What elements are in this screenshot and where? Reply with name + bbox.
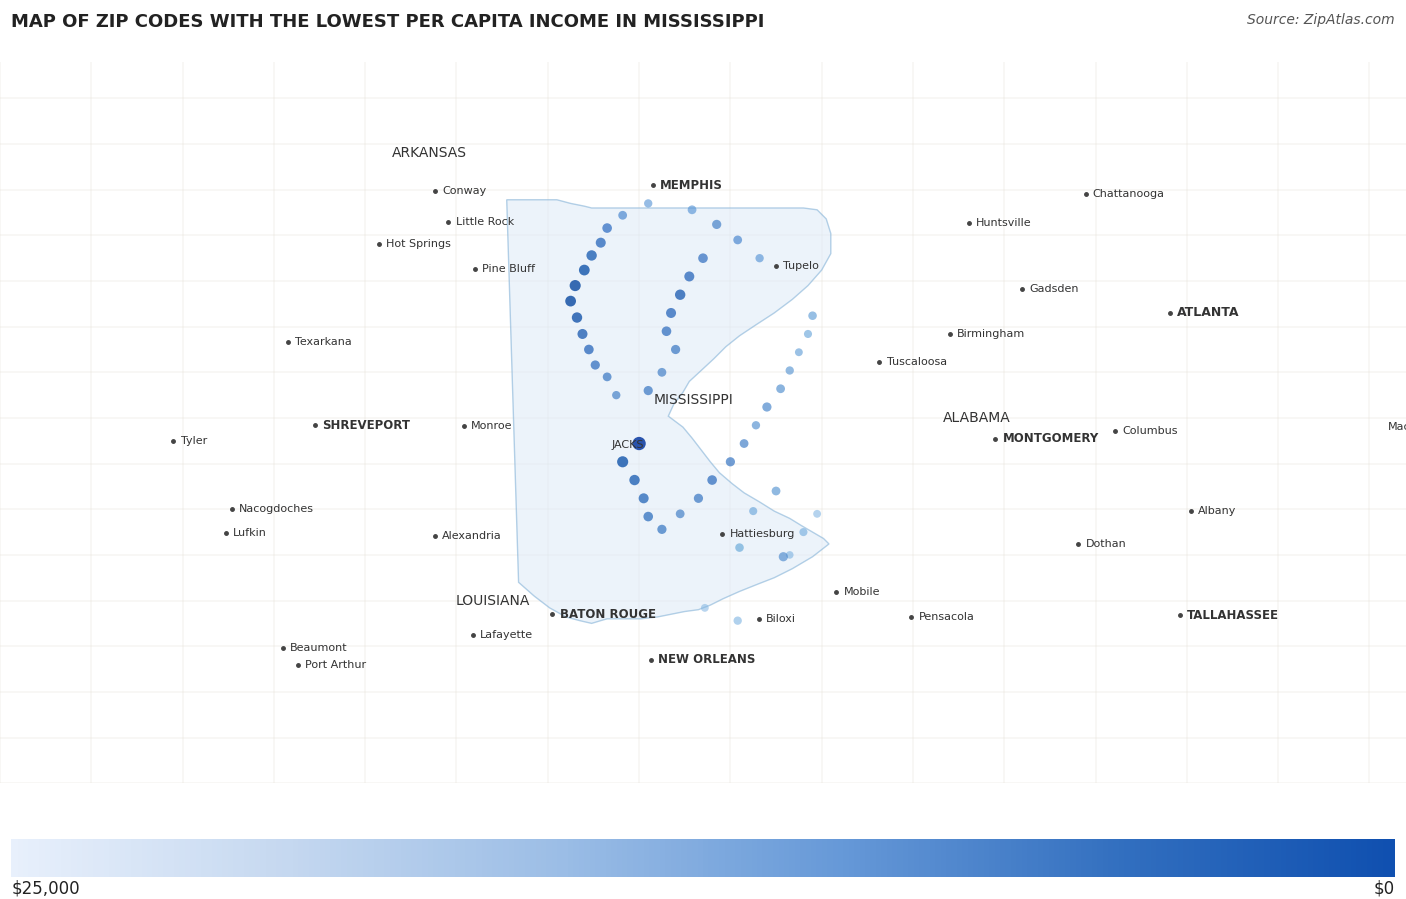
Point: [688, 491, 710, 505]
Point: [706, 218, 728, 232]
Text: Tyler: Tyler: [181, 436, 207, 446]
Point: [779, 363, 801, 378]
Point: [693, 601, 716, 615]
Point: [659, 306, 682, 320]
Text: Port Arthur: Port Arthur: [305, 661, 366, 671]
Text: Texarkana: Texarkana: [295, 337, 352, 347]
Text: Nacogdoches: Nacogdoches: [239, 504, 314, 514]
Text: Gadsden: Gadsden: [1029, 284, 1078, 294]
Text: Pine Bluff: Pine Bluff: [482, 264, 536, 274]
Text: Tupelo: Tupelo: [783, 262, 820, 271]
Point: [637, 383, 659, 397]
Point: [623, 473, 645, 487]
Point: [728, 540, 751, 555]
Text: Beaumont: Beaumont: [290, 643, 347, 653]
Point: [769, 381, 792, 396]
Point: [655, 324, 678, 338]
Point: [605, 388, 627, 403]
Point: [669, 288, 692, 302]
Point: [779, 547, 801, 562]
Point: [787, 345, 810, 360]
Text: MEMPHIS: MEMPHIS: [659, 179, 723, 191]
Point: [583, 358, 606, 372]
Text: Hot Springs: Hot Springs: [387, 239, 451, 250]
Text: Lafayette: Lafayette: [481, 630, 533, 640]
Text: Biloxi: Biloxi: [766, 614, 796, 624]
Point: [637, 196, 659, 210]
Point: [651, 522, 673, 537]
Point: [589, 236, 612, 250]
Text: Mac: Mac: [1388, 423, 1406, 432]
Text: Pensacola: Pensacola: [918, 612, 974, 622]
Point: [571, 326, 593, 341]
Point: [574, 263, 596, 277]
Point: [628, 436, 651, 450]
Point: [665, 343, 688, 357]
Point: [612, 455, 634, 469]
Text: Huntsville: Huntsville: [976, 218, 1032, 228]
Text: Chattanooga: Chattanooga: [1092, 190, 1164, 200]
Point: [765, 484, 787, 498]
Text: Alexandria: Alexandria: [441, 530, 502, 540]
Point: [678, 270, 700, 284]
Point: [578, 343, 600, 357]
Point: [727, 613, 749, 628]
Point: [564, 279, 586, 293]
Point: [596, 221, 619, 236]
Point: [772, 549, 794, 564]
Text: Albany: Albany: [1198, 506, 1236, 516]
Point: [560, 294, 582, 308]
Point: [733, 436, 755, 450]
Point: [681, 202, 703, 217]
Text: Hattiesburg: Hattiesburg: [730, 529, 794, 539]
Text: MONTGOMERY: MONTGOMERY: [1002, 432, 1098, 446]
Point: [792, 525, 814, 539]
Text: ARKANSAS: ARKANSAS: [392, 147, 467, 160]
Text: Little Rock: Little Rock: [456, 217, 513, 227]
Text: MAP OF ZIP CODES WITH THE LOWEST PER CAPITA INCOME IN MISSISSIPPI: MAP OF ZIP CODES WITH THE LOWEST PER CAP…: [11, 13, 765, 31]
Text: Birmingham: Birmingham: [957, 329, 1025, 339]
Point: [651, 365, 673, 379]
Point: [806, 507, 828, 521]
Point: [612, 208, 634, 222]
Point: [797, 326, 820, 341]
Point: [596, 369, 619, 384]
Text: BATON ROUGE: BATON ROUGE: [560, 608, 655, 620]
Text: MISSISSIPPI: MISSISSIPPI: [654, 393, 734, 406]
Polygon shape: [506, 200, 831, 623]
Point: [637, 510, 659, 524]
Text: Columbus: Columbus: [1122, 426, 1178, 436]
Text: ATLANTA: ATLANTA: [1177, 307, 1239, 319]
Text: Tuscaloosa: Tuscaloosa: [887, 357, 946, 368]
Point: [669, 507, 692, 521]
Point: [700, 473, 723, 487]
Text: NEW ORLEANS: NEW ORLEANS: [658, 654, 755, 666]
Text: LOUISIANA: LOUISIANA: [456, 593, 530, 608]
Text: Lufkin: Lufkin: [233, 528, 267, 538]
Point: [581, 248, 603, 263]
Point: [755, 400, 778, 414]
Text: $25,000: $25,000: [11, 879, 80, 897]
Point: [633, 491, 655, 505]
Text: TALLAHASSEE: TALLAHASSEE: [1187, 609, 1279, 622]
Text: Source: ZipAtlas.com: Source: ZipAtlas.com: [1247, 13, 1395, 27]
Text: JACKS: JACKS: [612, 441, 644, 450]
Point: [801, 308, 824, 323]
Point: [745, 418, 768, 432]
Text: SHREVEPORT: SHREVEPORT: [322, 419, 411, 432]
Point: [727, 233, 749, 247]
Text: $0: $0: [1374, 879, 1395, 897]
Text: Mobile: Mobile: [844, 587, 880, 597]
Point: [742, 504, 765, 519]
Point: [692, 251, 714, 265]
Point: [565, 310, 588, 325]
Point: [718, 455, 741, 469]
Point: [748, 251, 770, 265]
Text: ALABAMA: ALABAMA: [943, 411, 1011, 425]
Text: Conway: Conway: [441, 185, 486, 196]
Text: Monroe: Monroe: [471, 422, 513, 432]
Text: Dothan: Dothan: [1085, 539, 1126, 549]
